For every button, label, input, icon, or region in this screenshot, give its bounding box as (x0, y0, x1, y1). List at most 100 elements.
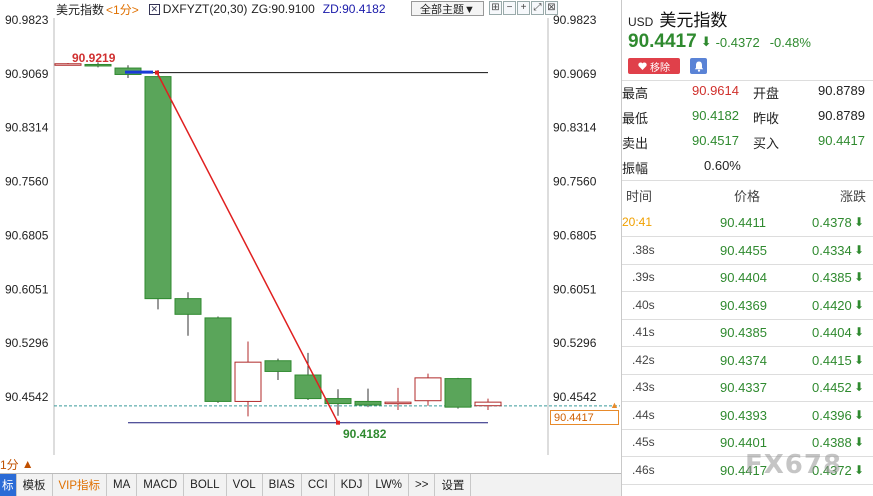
chart-title: 美元指数 (56, 2, 105, 17)
tick-time: .41s (632, 325, 655, 339)
alert-button[interactable] (690, 58, 707, 74)
period-tab-label: 1分 (0, 457, 19, 472)
candle-body (174, 298, 202, 315)
grid-icon[interactable]: ⊞ (489, 1, 502, 15)
tab-template[interactable]: 模板 (17, 474, 53, 496)
candle-body (294, 374, 322, 400)
current-price-box: 90.4417 (550, 410, 619, 425)
tab-lw[interactable]: LW% (369, 474, 409, 496)
stat-label: 开盘 (753, 86, 780, 101)
tab-vip-indicator[interactable]: VIP指标 (53, 474, 108, 496)
tick-change: 0.4378 (812, 215, 852, 230)
candle-body (54, 63, 82, 66)
tick-change: 0.4385 (812, 270, 852, 285)
expand-icon[interactable]: ⤢ (531, 1, 544, 15)
watermark-logo: FX678 (745, 450, 843, 480)
tick-time: .40s (632, 297, 655, 312)
tick-price: 90.4455 (720, 242, 767, 258)
y-tick-label-right: 90.9069 (553, 67, 597, 81)
tick-price: 90.4393 (720, 407, 767, 423)
down-arrow-icon: ⬇ (854, 325, 865, 339)
high-point-marker (155, 70, 159, 75)
tick-row: .42s 90.4374 0.4415 ⬇ (622, 347, 873, 374)
tick-price: 90.4411 (720, 215, 767, 230)
candle-body (84, 63, 112, 67)
col-change: 涨跌 (840, 189, 867, 204)
plus-icon[interactable]: + (517, 1, 530, 15)
y-tick-label-left: 90.9823 (5, 13, 49, 27)
tab-cci[interactable]: CCI (302, 474, 335, 496)
tick-time: .44s (632, 407, 655, 422)
y-tick-label-left: 90.8314 (5, 121, 49, 135)
y-tick-label-right: 90.9823 (553, 13, 597, 27)
candle-body (414, 377, 442, 402)
y-tick-label-left: 90.4542 (5, 390, 49, 404)
high-low-trend-line (156, 72, 339, 424)
tick-row: .39s 90.4404 0.4385 ⬇ (622, 264, 873, 291)
col-price: 价格 (734, 189, 761, 204)
tick-change: 0.4404 (812, 325, 852, 340)
stat-value: 90.4182 (692, 108, 739, 123)
y-tick-label-right: 90.7560 (553, 175, 597, 189)
indicator-checkbox[interactable]: ✕ (148, 3, 160, 15)
chart-panel[interactable]: 美元指数 <1分> ✕ DXFYZT(20,30) ZG:90.9100 ZD:… (0, 0, 620, 472)
tab-more[interactable]: >> (409, 474, 436, 496)
tab-macd[interactable]: MACD (137, 474, 185, 496)
period-tab[interactable]: 1分 ▲ (0, 456, 34, 472)
tick-row: .41s 90.4385 0.4404 ⬇ (622, 319, 873, 346)
zg-value: ZG:90.9100 (251, 2, 315, 16)
period-selector[interactable]: <1分> (106, 2, 139, 17)
candle-body (264, 360, 292, 372)
stat-value: 90.8789 (818, 108, 865, 123)
stat-label: 买入 (753, 136, 780, 151)
stat-label: 最高 (622, 86, 649, 101)
high-value-label: 90.9219 (72, 51, 116, 65)
candlestick-chart[interactable]: 90.9823 90.9823 90.9069 90.9069 90.8314 90.83… (0, 0, 620, 472)
tab-settings[interactable]: 设置 (435, 474, 472, 496)
col-time: 时间 (626, 189, 653, 204)
tick-row: .44s 90.4393 0.4396 ⬇ (622, 402, 873, 429)
divider (622, 483, 873, 485)
tick-change: 0.4396 (812, 407, 852, 423)
tab-indicator[interactable]: 标 (0, 474, 17, 496)
minus-icon[interactable]: − (503, 1, 516, 15)
stat-row: 最高 90.9614 开盘 90.8789 (622, 80, 873, 102)
y-tick-label-left: 90.7560 (5, 175, 49, 189)
tick-price: 90.4401 (720, 435, 767, 450)
tab-kdj[interactable]: KDJ (335, 474, 370, 496)
y-tick-label-right: 90.5296 (553, 336, 597, 350)
close-icon[interactable]: ⊠ (545, 1, 558, 15)
stat-row: 卖出 90.4517 买入 90.4417 (622, 130, 873, 152)
down-arrow-icon: ⬇ (854, 352, 865, 367)
price-change: -0.4372 (715, 34, 760, 50)
y-tick-label-left: 90.6051 (5, 282, 49, 296)
tick-time: .46s (632, 462, 655, 477)
stat-value: 90.8789 (818, 83, 865, 98)
symbol-name: 美元指数 (659, 11, 728, 30)
quote-panel: USD 美元指数 90.4417 ⬇ -0.4372 -0.48% 移除 最高 … (621, 0, 873, 496)
remove-favorite-button[interactable]: 移除 (628, 58, 680, 74)
tab-vol[interactable]: VOL (227, 474, 263, 496)
down-arrow-icon: ⬇ (700, 34, 712, 49)
y-tick-label-right: 90.6805 (553, 228, 597, 242)
tick-change: 0.4388 (812, 435, 852, 450)
candle-body (384, 401, 412, 405)
candle-body (204, 317, 232, 402)
y-tick-label-right: 90.4542 (553, 390, 597, 404)
y-tick-label-right: 90.8314 (553, 121, 597, 135)
down-arrow-icon: ⬇ (854, 215, 865, 229)
theme-dropdown[interactable]: 全部主题▼ (411, 1, 484, 16)
amplitude-label: 振幅 (622, 161, 649, 176)
tab-boll[interactable]: BOLL (184, 474, 227, 496)
last-price: 90.4417 (628, 31, 697, 52)
tab-ma[interactable]: MA (107, 474, 138, 496)
tick-price: 90.4374 (720, 352, 767, 368)
tick-time: 20:41 (622, 215, 653, 229)
tab-bias[interactable]: BIAS (263, 474, 302, 496)
divider (622, 401, 873, 402)
down-arrow-icon: ⬇ (854, 380, 865, 394)
indicator-name: DXFYZT(20,30) (162, 2, 248, 16)
chart-toolbar: 美元指数 <1分> ✕ DXFYZT(20,30) ZG:90.9100 ZD:… (0, 0, 620, 18)
divider (622, 318, 873, 320)
